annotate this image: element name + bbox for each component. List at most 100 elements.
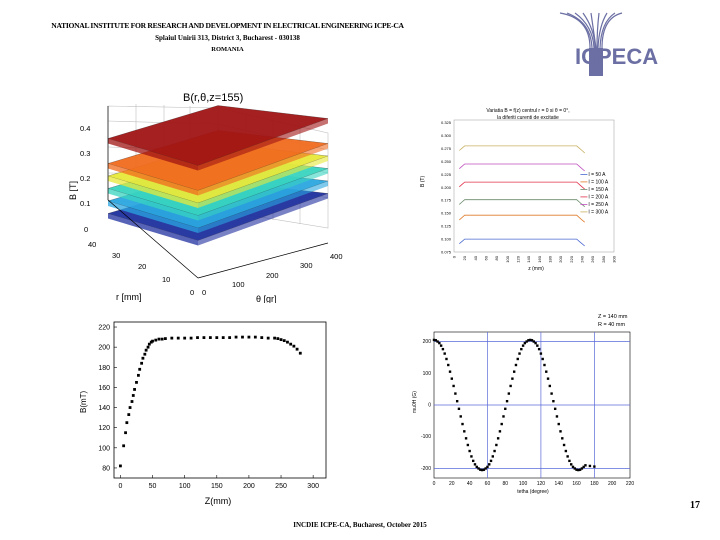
- bz-point: [286, 340, 289, 344]
- bz-point: [266, 336, 270, 340]
- bz-point: [163, 337, 167, 341]
- institute-country: ROMANIA: [211, 46, 244, 53]
- line-chart: Variatia B = f(z) centrul r = 0 si θ = 0…: [420, 108, 617, 272]
- bz-point: [125, 421, 129, 425]
- theta-point: [443, 352, 446, 355]
- bz-point: [176, 336, 180, 340]
- theta-point: [432, 338, 436, 342]
- theta-point: [493, 449, 496, 453]
- theta-point: [482, 468, 486, 471]
- line-chart-ytick: 0.250: [441, 159, 452, 164]
- bz-point: [189, 336, 193, 340]
- theta-point: [568, 459, 571, 463]
- surface-layer-edge: [198, 193, 328, 246]
- theta-xtick: 180: [590, 481, 599, 487]
- theta-xtick: 200: [608, 481, 617, 487]
- z-tick: 0.3: [80, 149, 90, 158]
- theta-point: [593, 465, 596, 468]
- line-chart-title: Variatia B = f(z) centrul r = 0 si θ = 0…: [486, 108, 569, 114]
- theta-point: [562, 443, 566, 447]
- line-chart-xtick: 160: [537, 255, 542, 262]
- theta-point: [500, 422, 503, 426]
- surface-layer-edge: [198, 156, 328, 208]
- line-chart-frame: [453, 119, 615, 253]
- surface-layer-edge: [108, 201, 198, 233]
- theta-point: [504, 407, 507, 411]
- theta-point: [564, 449, 568, 453]
- bz-ytick: 100: [98, 445, 110, 452]
- bz-ytick: 160: [98, 385, 110, 392]
- theta-point: [582, 465, 585, 469]
- bz-scatter-chart: 80 100 120 140 160 180 200 220 0 50 100 150 200 250 30…: [79, 321, 327, 506]
- bz-point: [234, 335, 238, 339]
- theta-xlabel: tetha (degree): [517, 489, 549, 495]
- theta-point: [464, 437, 468, 440]
- line-chart-subtitle: la diferiti curenti de excitatie: [497, 115, 559, 121]
- theta-tick: 400: [330, 252, 343, 261]
- line-chart-ytick: 0.100: [441, 237, 452, 242]
- theta-point: [438, 341, 441, 345]
- theta-point: [491, 455, 494, 458]
- bz-ylabel: B(mT): [79, 390, 88, 413]
- page-number: 17: [690, 500, 700, 511]
- theta-point: [566, 455, 569, 458]
- theta-point: [588, 464, 592, 468]
- theta-point: [561, 437, 564, 440]
- r-tick: 20: [138, 262, 146, 271]
- bz-point: [279, 338, 283, 342]
- line-chart-ytick: 0.275: [441, 146, 452, 151]
- z-tick: 0.4: [80, 124, 90, 133]
- line-chart-ytick: 0.075: [441, 250, 452, 255]
- theta-point: [448, 370, 452, 373]
- line-chart-xtick: 200: [558, 255, 563, 262]
- z-tick: 0.1: [80, 199, 90, 208]
- theta-xtick: 140: [555, 481, 564, 487]
- bz-point: [151, 339, 154, 343]
- theta-point: [518, 352, 521, 355]
- surface-chart-axes: [107, 106, 329, 279]
- theta-point: [454, 392, 457, 395]
- bz-point: [143, 352, 147, 356]
- theta-point: [536, 344, 539, 347]
- theta-ytick: 200: [423, 339, 432, 345]
- line-chart-ytick: 0.200: [441, 185, 452, 190]
- line-chart-series: [459, 199, 585, 208]
- surface-xlabel: r [mm]: [116, 292, 142, 302]
- bz-point: [157, 337, 161, 341]
- bz-point: [241, 335, 244, 339]
- line-chart-xtick: 140: [526, 255, 531, 262]
- theta-annotation-z: Z = 140 mm: [598, 314, 628, 320]
- theta-point: [468, 449, 471, 453]
- surface-layers: [107, 105, 329, 246]
- surface-z-ticks: 0 0.1 0.2 0.3 0.4: [80, 124, 90, 234]
- line-chart-legend-entry: I = 50 A: [588, 172, 606, 178]
- surface-zlabel: B [T]: [68, 181, 78, 200]
- bz-ytick: 140: [98, 405, 110, 412]
- bz-point: [298, 351, 302, 355]
- theta-point: [505, 399, 509, 403]
- surface-layer-edge: [108, 188, 198, 221]
- theta-point: [452, 384, 455, 388]
- bz-xtick: 150: [211, 483, 223, 490]
- surface-r-ticks: 0 10 20 30 40: [88, 240, 194, 297]
- theta-point: [514, 363, 518, 367]
- theta-xtick: 60: [485, 481, 491, 487]
- theta-point: [445, 357, 448, 361]
- theta-point: [523, 341, 527, 345]
- theta-point: [436, 340, 439, 343]
- bz-xtick: 200: [243, 483, 255, 490]
- theta-point: [509, 384, 512, 388]
- z-tick: 0.2: [80, 174, 90, 183]
- z-tick: 0: [84, 225, 88, 234]
- theta-point: [548, 384, 552, 388]
- bz-point: [273, 336, 277, 340]
- theta-scatter-chart: Z = 140 mm R = 40 mm -200 -100 0 100 200 0 20 4…: [412, 314, 634, 495]
- theta-point: [441, 347, 445, 351]
- bz-ytick: 220: [98, 325, 110, 332]
- line-chart-xtick: 60: [484, 255, 489, 260]
- theta-ylabel: mu0H (G): [412, 391, 418, 413]
- bz-xtick: 0: [118, 483, 122, 490]
- r-tick: 40: [88, 240, 96, 249]
- institute-address: Splaiul Unirii 313, District 3, Buchares…: [155, 34, 300, 42]
- bz-point: [133, 388, 136, 391]
